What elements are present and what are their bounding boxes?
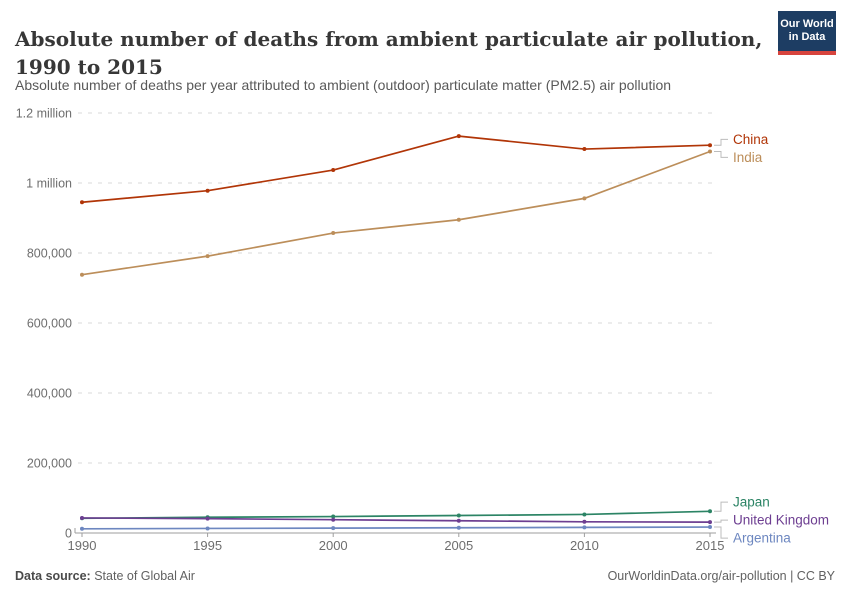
owid-url-link[interactable]: OurWorldinData.org/air-pollution | CC BY: [607, 569, 835, 583]
series-line-united-kingdom[interactable]: [81, 517, 711, 524]
x-tick-label: 2005: [444, 538, 473, 553]
chart-footer: Data source: State of Global Air OurWorl…: [15, 569, 835, 583]
x-tick-label: 1995: [193, 538, 222, 553]
series-point[interactable]: [205, 526, 210, 531]
x-tick-label: 1990: [68, 538, 97, 553]
series-point[interactable]: [331, 514, 336, 519]
series-point[interactable]: [708, 525, 712, 530]
y-tick-label: 800,000: [27, 247, 72, 261]
series-point[interactable]: [331, 517, 336, 522]
y-tick-label: 400,000: [27, 387, 72, 401]
series-point[interactable]: [80, 515, 84, 520]
page-title: Absolute number of deaths from ambient p…: [15, 27, 763, 80]
series-point[interactable]: [205, 516, 210, 521]
series-point[interactable]: [331, 526, 336, 531]
owid-logo[interactable]: Our World in Data: [778, 11, 836, 55]
series-point[interactable]: [456, 217, 461, 222]
label-connector: [714, 151, 728, 158]
series-point[interactable]: [80, 200, 84, 205]
label-connector: [714, 526, 728, 539]
series-point[interactable]: [582, 525, 587, 530]
y-tick-label: 0: [65, 527, 72, 541]
series-label-united-kingdom[interactable]: United Kingdom: [733, 513, 829, 528]
owid-logo-red-bar: [778, 51, 836, 55]
series-point[interactable]: [456, 134, 461, 139]
y-tick-label: 200,000: [27, 457, 72, 471]
series-point[interactable]: [708, 520, 712, 525]
series-label-argentina[interactable]: Argentina: [733, 531, 791, 546]
series-line-argentina[interactable]: [81, 526, 711, 530]
series-point[interactable]: [205, 254, 210, 259]
series-point[interactable]: [80, 272, 84, 277]
label-connector: [714, 501, 728, 512]
series-point[interactable]: [708, 509, 712, 514]
owid-logo-box: Our World in Data: [778, 11, 836, 51]
series-point[interactable]: [456, 518, 461, 523]
series-point[interactable]: [331, 168, 336, 173]
series-point[interactable]: [456, 513, 461, 518]
data-source-note: Data source: State of Global Air: [15, 569, 195, 583]
series-point[interactable]: [708, 149, 712, 154]
series-point[interactable]: [582, 147, 587, 152]
series-point[interactable]: [582, 512, 587, 517]
y-tick-label: 600,000: [27, 317, 72, 331]
data-source-value: State of Global Air: [90, 569, 195, 583]
series-point[interactable]: [331, 231, 336, 236]
x-tick-label: 2010: [570, 538, 599, 553]
y-tick-label: 1.2 million: [16, 107, 72, 121]
series-point[interactable]: [205, 188, 210, 193]
y-tick-label: 1 million: [26, 177, 72, 191]
series-point[interactable]: [582, 196, 587, 201]
series-label-china[interactable]: China: [733, 132, 769, 147]
series-label-india[interactable]: India: [733, 150, 763, 165]
series-point[interactable]: [80, 526, 84, 531]
series-label-japan[interactable]: Japan: [733, 495, 770, 510]
series-point[interactable]: [582, 519, 587, 524]
series-line-india[interactable]: [81, 150, 711, 276]
x-tick-label: 2015: [696, 538, 725, 553]
owid-logo-line2: in Data: [788, 31, 826, 43]
label-connector: [714, 519, 728, 523]
series-line-japan[interactable]: [81, 510, 711, 520]
series-point[interactable]: [456, 525, 461, 530]
owid-logo-line1: Our World: [780, 18, 834, 30]
series-point[interactable]: [708, 143, 712, 148]
license-note[interactable]: OurWorldinData.org/air-pollution | CC BY: [608, 569, 835, 583]
chart-subtitle: Absolute number of deaths per year attri…: [15, 77, 672, 93]
series-line-china[interactable]: [81, 135, 711, 204]
x-tick-label: 2000: [319, 538, 348, 553]
label-connector: [714, 138, 728, 146]
data-source-label: Data source:: [15, 569, 91, 583]
